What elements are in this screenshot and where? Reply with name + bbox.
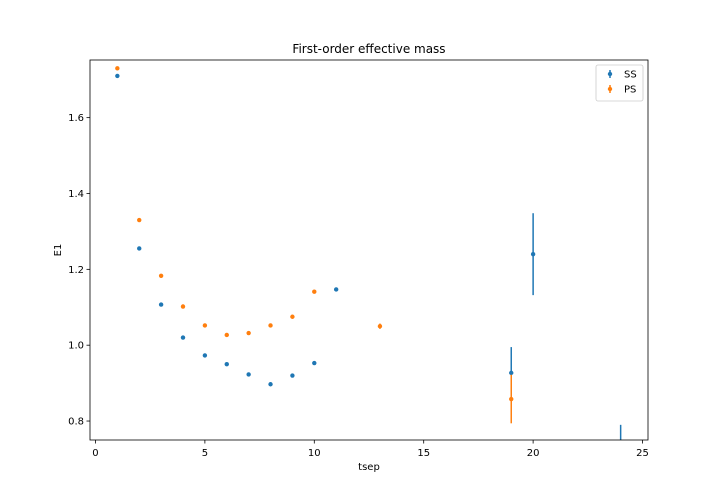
data-point — [618, 449, 622, 453]
data-point — [246, 372, 251, 377]
series-ss — [115, 73, 622, 453]
data-point — [377, 324, 383, 329]
data-point — [268, 382, 273, 387]
data-point — [180, 304, 186, 309]
data-point — [268, 323, 273, 328]
data-point — [290, 314, 295, 319]
data-point — [224, 361, 229, 367]
y-axis-label: E1 — [53, 244, 64, 257]
x-tick-label: 20 — [527, 448, 540, 459]
data-point — [115, 66, 120, 71]
plot-frame — [89, 59, 649, 441]
y-tick-label: 1.6 — [68, 113, 84, 124]
data-point — [312, 289, 317, 294]
x-tick-label: 0 — [92, 448, 98, 459]
data-point — [180, 335, 186, 340]
series-ps — [115, 66, 514, 424]
legend-marker — [607, 86, 613, 92]
y-tick-label: 1.0 — [68, 341, 84, 352]
data-point — [224, 332, 229, 338]
legend-box — [595, 64, 644, 102]
x-axis: 0 5 10 15 20 25 — [92, 440, 649, 459]
plot-area — [115, 66, 622, 453]
y-axis: 0.8 1.0 1.2 1.4 1.6 — [68, 113, 90, 428]
data-point — [246, 330, 251, 336]
legend-label: PS — [624, 85, 636, 96]
legend-marker — [607, 71, 613, 77]
data-point — [509, 396, 514, 402]
data-point — [530, 251, 536, 257]
data-point — [202, 353, 208, 358]
data-point — [158, 273, 164, 278]
chart-title: First-order effective mass — [292, 42, 445, 56]
y-tick-label: 1.4 — [68, 189, 84, 200]
data-point — [333, 287, 339, 292]
x-tick-label: 25 — [636, 448, 649, 459]
y-tick-label: 0.8 — [68, 417, 84, 428]
data-point — [509, 370, 514, 376]
legend-label: SS — [624, 70, 637, 81]
x-tick-label: 5 — [202, 448, 208, 459]
data-point — [137, 217, 142, 223]
x-tick-label: 15 — [417, 448, 430, 459]
x-axis-label: tsep — [358, 462, 380, 473]
data-point — [115, 73, 120, 79]
data-point — [312, 360, 317, 366]
data-point — [202, 323, 208, 328]
data-point — [137, 246, 142, 251]
data-point — [158, 302, 164, 307]
y-tick-label: 1.2 — [68, 265, 84, 276]
data-point — [290, 373, 295, 378]
x-tick-label: 10 — [308, 448, 321, 459]
legend: SS PS — [595, 64, 644, 102]
